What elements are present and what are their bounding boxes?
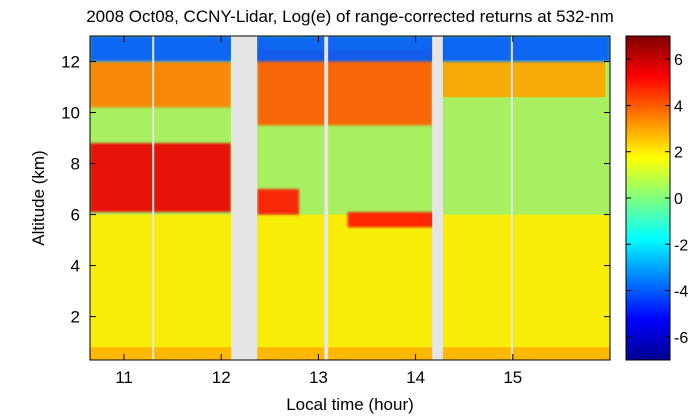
colorbar xyxy=(625,35,671,361)
colorbar-tick-label: 0 xyxy=(674,191,683,208)
colorbar-tick-label: 4 xyxy=(674,98,683,115)
plot-frame xyxy=(89,35,611,361)
data-layer xyxy=(442,61,606,98)
x-axis-ticks: 11 12 13 14 15 xyxy=(115,36,522,387)
plot-area xyxy=(90,36,610,360)
colorbar-tick-label: -2 xyxy=(674,237,688,254)
y-axis-label: Altitude (km) xyxy=(29,150,48,245)
x-tick-label: 12 xyxy=(212,368,231,387)
x-tick-label: 14 xyxy=(406,368,425,387)
data-layer xyxy=(90,347,610,360)
data-layer xyxy=(347,212,436,228)
layer-group xyxy=(90,36,610,360)
x-tick-label: 11 xyxy=(115,368,133,387)
x-tick-label: 13 xyxy=(309,368,328,387)
colorbar-tick-label: 6 xyxy=(674,52,683,69)
data-gap xyxy=(324,36,329,360)
y-tick-label: 2 xyxy=(71,308,80,327)
data-layer xyxy=(90,143,231,213)
data-gap xyxy=(432,36,443,360)
colorbar-tick-label: -6 xyxy=(674,330,688,347)
data-gap xyxy=(152,36,155,360)
x-axis-label: Local time (hour) xyxy=(286,395,414,414)
y-tick-label: 10 xyxy=(61,104,80,123)
data-layer xyxy=(90,214,610,360)
y-tick-label: 12 xyxy=(61,53,80,72)
y-axis-ticks: 2 4 6 8 10 12 xyxy=(61,53,610,327)
colorbar-tick-label: 2 xyxy=(674,145,683,162)
data-layer xyxy=(90,61,231,108)
gap-group xyxy=(152,36,513,360)
data-gap xyxy=(230,36,258,360)
y-tick-label: 4 xyxy=(71,257,80,276)
chart-title: 2008 Oct08, CCNY-Lidar, Log(e) of range-… xyxy=(86,7,614,26)
x-tick-label: 15 xyxy=(503,368,522,387)
y-tick-label: 8 xyxy=(71,155,80,174)
data-layer xyxy=(257,189,299,215)
colorbar-ticks: -6 -4 -2 0 2 4 6 xyxy=(626,52,688,347)
y-tick-label: 6 xyxy=(71,206,80,225)
data-layer xyxy=(90,36,610,62)
colorbar-tick-label: -4 xyxy=(674,284,688,301)
data-gap xyxy=(510,36,513,360)
